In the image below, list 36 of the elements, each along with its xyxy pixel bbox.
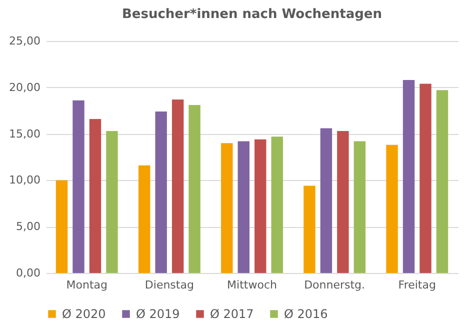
x-tick-label: Dienstag <box>144 278 194 292</box>
y-tick-label: 25,00 <box>9 34 40 48</box>
bar <box>138 165 150 273</box>
x-tick-label: Donnerstg. <box>304 278 366 292</box>
x-tick-label: Freitag <box>398 278 436 292</box>
y-tick-label: 20,00 <box>9 80 40 94</box>
chart-title: Besucher*innen nach Wochentagen <box>122 7 382 22</box>
bar <box>221 143 233 273</box>
bar <box>72 100 84 273</box>
bar <box>402 80 415 273</box>
bar <box>304 186 316 273</box>
legend-label: Ø 2020 <box>62 307 106 321</box>
x-tick-label: Montag <box>66 278 108 292</box>
x-tick-label: Mittwoch <box>227 278 277 292</box>
y-tick-label: 15,00 <box>9 127 40 140</box>
bar <box>172 99 184 273</box>
bar <box>436 90 448 273</box>
bar <box>337 131 349 273</box>
bar <box>238 141 250 273</box>
bar <box>254 139 266 273</box>
bar <box>188 105 200 273</box>
y-tick-label: 10,00 <box>9 174 40 187</box>
bar <box>89 118 102 273</box>
bar <box>354 141 366 273</box>
y-tick-label: 5,00 <box>16 220 40 234</box>
bar <box>420 84 432 273</box>
bar <box>271 136 283 273</box>
bar <box>320 128 332 273</box>
legend-label: Ø 2019 <box>136 307 180 321</box>
legend-label: Ø 2016 <box>284 307 328 321</box>
bar <box>106 131 118 273</box>
legend-label: Ø 2017 <box>210 307 254 321</box>
y-tick-label: 0,00 <box>16 266 40 280</box>
bar <box>386 144 398 273</box>
bar <box>155 112 167 273</box>
bar <box>56 180 68 273</box>
